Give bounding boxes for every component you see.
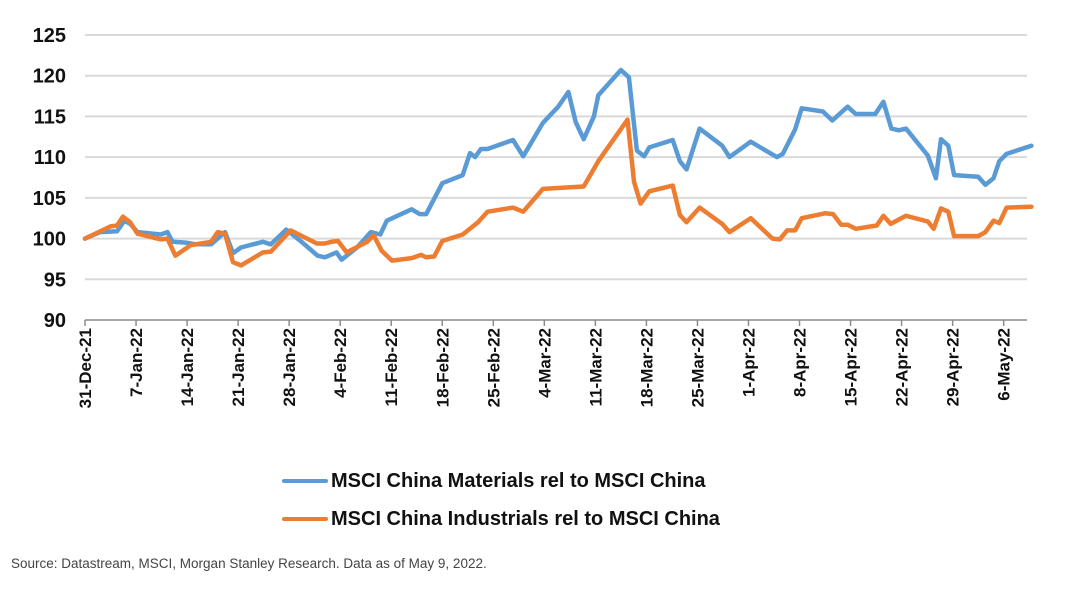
y-tick-label: 105 — [33, 188, 66, 210]
x-tick-label: 28-Jan-22 — [280, 328, 299, 406]
legend-item-materials: MSCI China Materials rel to MSCI China — [282, 462, 720, 500]
x-tick-label: 21-Jan-22 — [229, 328, 248, 406]
legend: MSCI China Materials rel to MSCI China M… — [282, 462, 720, 538]
series-line-materials — [82, 67, 1034, 262]
x-tick-label: 25-Feb-22 — [484, 328, 503, 407]
x-tick-label: 31-Dec-21 — [76, 328, 95, 408]
legend-swatch-materials — [282, 479, 328, 483]
y-tick-label: 120 — [33, 66, 66, 88]
legend-label-materials: MSCI China Materials rel to MSCI China — [331, 469, 706, 492]
y-tick-label: 110 — [34, 147, 66, 169]
source-note: Source: Datastream, MSCI, Morgan Stanley… — [11, 556, 487, 571]
legend-label-industrials: MSCI China Industrials rel to MSCI China — [331, 507, 720, 530]
x-tick-label: 15-Apr-22 — [842, 328, 861, 406]
x-tick-label: 1-Apr-22 — [739, 328, 758, 397]
x-tick-label: 11-Feb-22 — [382, 328, 401, 406]
x-tick-label: 29-Apr-22 — [944, 328, 963, 406]
x-tick-label: 14-Jan-22 — [178, 328, 197, 406]
y-tick-label: 90 — [44, 310, 66, 332]
x-tick-label: 4-Mar-22 — [535, 328, 554, 398]
x-tick-label: 18-Mar-22 — [637, 328, 656, 407]
x-tick-label: 7-Jan-22 — [127, 328, 146, 397]
x-tick-label: 18-Feb-22 — [433, 328, 452, 407]
x-tick-label: 25-Mar-22 — [688, 328, 707, 407]
x-tick-label: 4-Feb-22 — [331, 328, 350, 398]
series-line-industrials — [82, 117, 1034, 268]
line-chart: 90 95 100 105 110 115 120 125 31-Dec-21 7-Jan-22… — [33, 25, 1034, 408]
y-tick-label: 100 — [33, 229, 66, 251]
x-tick-label: 6-May-22 — [995, 328, 1014, 401]
y-tick-label: 125 — [33, 25, 66, 47]
gridlines — [85, 34, 1027, 281]
y-tick-label: 95 — [44, 269, 66, 291]
legend-item-industrials: MSCI China Industrials rel to MSCI China — [282, 500, 720, 538]
y-tick-label: 115 — [34, 106, 66, 128]
x-tick-label: 11-Mar-22 — [586, 328, 605, 406]
y-axis: 90 95 100 105 110 115 120 125 — [33, 25, 66, 332]
x-tick-label: 8-Apr-22 — [791, 328, 810, 397]
series-lines — [82, 67, 1034, 268]
legend-swatch-industrials — [282, 517, 328, 521]
x-axis: 31-Dec-21 7-Jan-22 14-Jan-22 21-Jan-22 28-Ja… — [76, 319, 1027, 408]
x-tick-label: 22-Apr-22 — [893, 328, 912, 406]
